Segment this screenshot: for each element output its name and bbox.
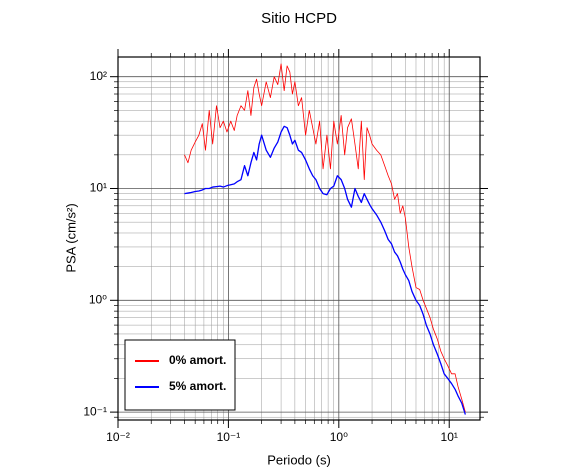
y-axis-label: PSA (cm/s²) (63, 203, 78, 272)
legend-box (124, 339, 236, 411)
x-tick-label: 10¹ (441, 430, 458, 444)
x-tick-label: 10⁻² (106, 430, 130, 444)
y-tick-label: 10⁻¹ (83, 404, 107, 418)
data-line (184, 63, 466, 413)
x-tick-label: 10⁻¹ (217, 430, 241, 444)
x-tick-label: 10⁰ (330, 430, 348, 444)
x-axis-label: Periodo (s) (267, 452, 331, 467)
chart-title: Sitio HCPD (261, 10, 337, 27)
y-tick-label: 10² (90, 69, 107, 83)
plot-frame (117, 56, 481, 421)
legend-label: 0% amort. (169, 353, 226, 367)
legend-label: 5% amort. (169, 379, 226, 393)
data-line (184, 125, 466, 415)
legend: 0% amort. 5% amort. (124, 339, 236, 411)
y-tick-label: 10⁰ (89, 292, 107, 306)
y-tick-label: 10¹ (90, 181, 107, 195)
